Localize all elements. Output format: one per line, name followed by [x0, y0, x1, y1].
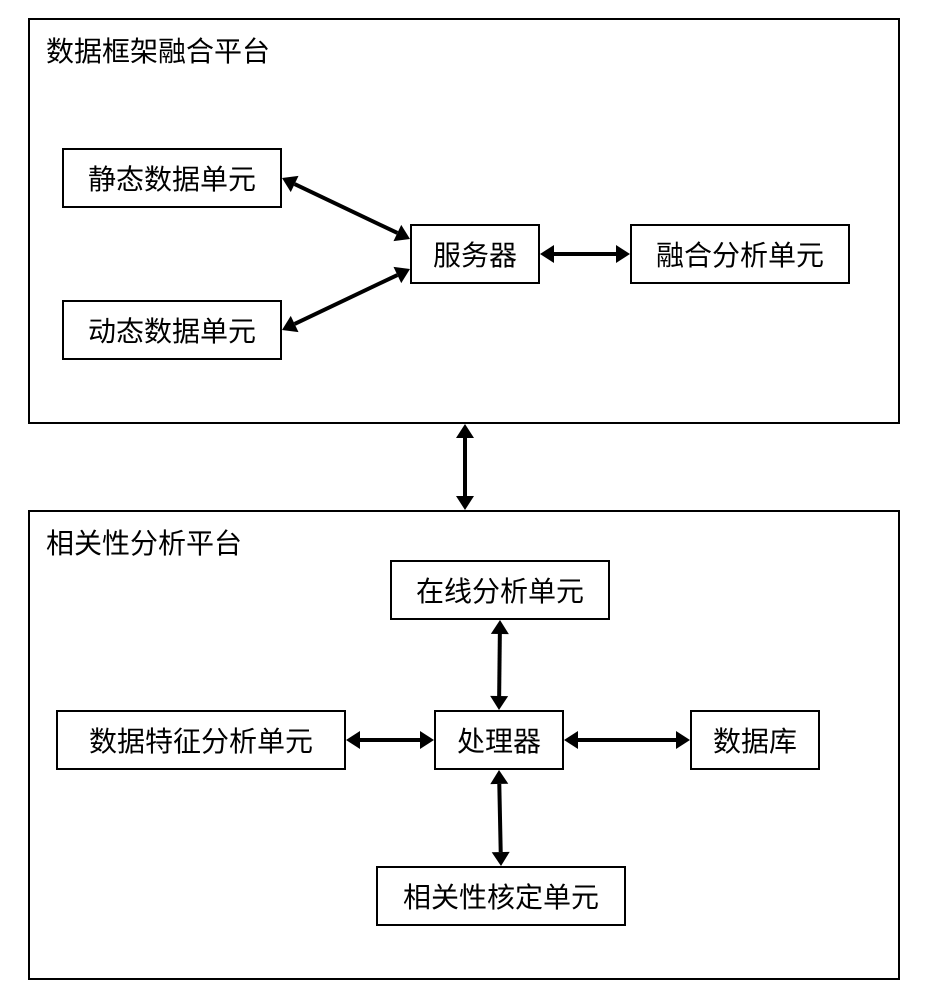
node-dynamic-data: 动态数据单元: [62, 300, 282, 360]
node-feature-analysis: 数据特征分析单元: [56, 710, 346, 770]
node-label: 静态数据单元: [88, 158, 256, 198]
platform-top: [28, 18, 900, 424]
node-label: 动态数据单元: [88, 310, 256, 350]
diagram-canvas: 数据框架融合平台 相关性分析平台 静态数据单元 动态数据单元 服务器 融合分析单…: [0, 0, 926, 1000]
node-label: 数据库: [713, 720, 797, 760]
node-server: 服务器: [410, 224, 540, 284]
platform-bottom-title: 相关性分析平台: [46, 522, 242, 562]
node-correlation: 相关性核定单元: [376, 866, 626, 926]
node-label: 融合分析单元: [656, 234, 824, 274]
node-label: 处理器: [457, 720, 541, 760]
node-fusion-analysis: 融合分析单元: [630, 224, 850, 284]
node-label: 服务器: [433, 234, 517, 274]
node-label: 在线分析单元: [416, 570, 584, 610]
node-database: 数据库: [690, 710, 820, 770]
platform-top-title: 数据框架融合平台: [46, 30, 270, 70]
node-static-data: 静态数据单元: [62, 148, 282, 208]
node-label: 数据特征分析单元: [89, 720, 313, 760]
node-online-analysis: 在线分析单元: [390, 560, 610, 620]
node-processor: 处理器: [434, 710, 564, 770]
node-label: 相关性核定单元: [403, 876, 599, 916]
